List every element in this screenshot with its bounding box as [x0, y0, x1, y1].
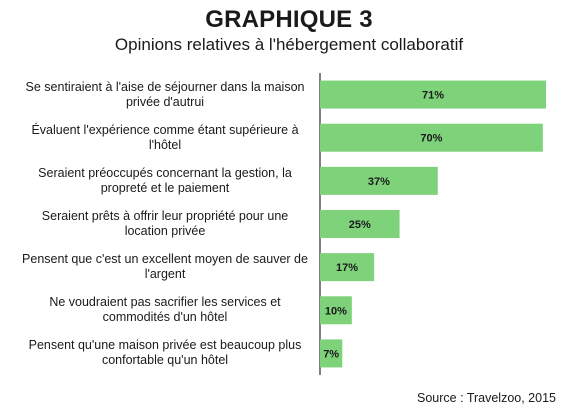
bar	[320, 339, 343, 368]
data-label: 25%	[349, 219, 371, 231]
data-label: 70%	[420, 133, 442, 145]
bar	[320, 253, 375, 282]
bar	[320, 166, 438, 195]
category-label: Seraient prêts à offrir leur propriété p…	[41, 209, 289, 238]
bar	[320, 123, 543, 152]
category-label: Ne voudraient pas sacrifier les services…	[49, 295, 281, 325]
data-label: 10%	[325, 305, 347, 317]
category-label: Seraient préoccupés concernant la gestio…	[38, 165, 292, 195]
bar	[320, 296, 352, 325]
source-note: Source : Travelzoo, 2015	[417, 391, 556, 405]
data-label: 71%	[422, 90, 444, 102]
category-label: Pensent que c'est un excellent moyen de …	[22, 252, 308, 282]
bar	[320, 210, 400, 238]
data-label: 37%	[368, 176, 390, 188]
data-label: 7%	[323, 348, 339, 360]
category-label: Pensent qu'une maison privée est beaucou…	[28, 338, 302, 368]
category-label: Se sentiraient à l'aise de séjourner dan…	[25, 79, 305, 109]
data-label: 17%	[336, 262, 358, 274]
category-label: Évaluent l'expérience comme étant supéri…	[31, 122, 299, 152]
chart-subtitle: Opinions relatives à l'hébergement colla…	[114, 35, 464, 54]
bar	[320, 80, 546, 109]
chart-title: GRAPHIQUE 3	[205, 6, 373, 33]
